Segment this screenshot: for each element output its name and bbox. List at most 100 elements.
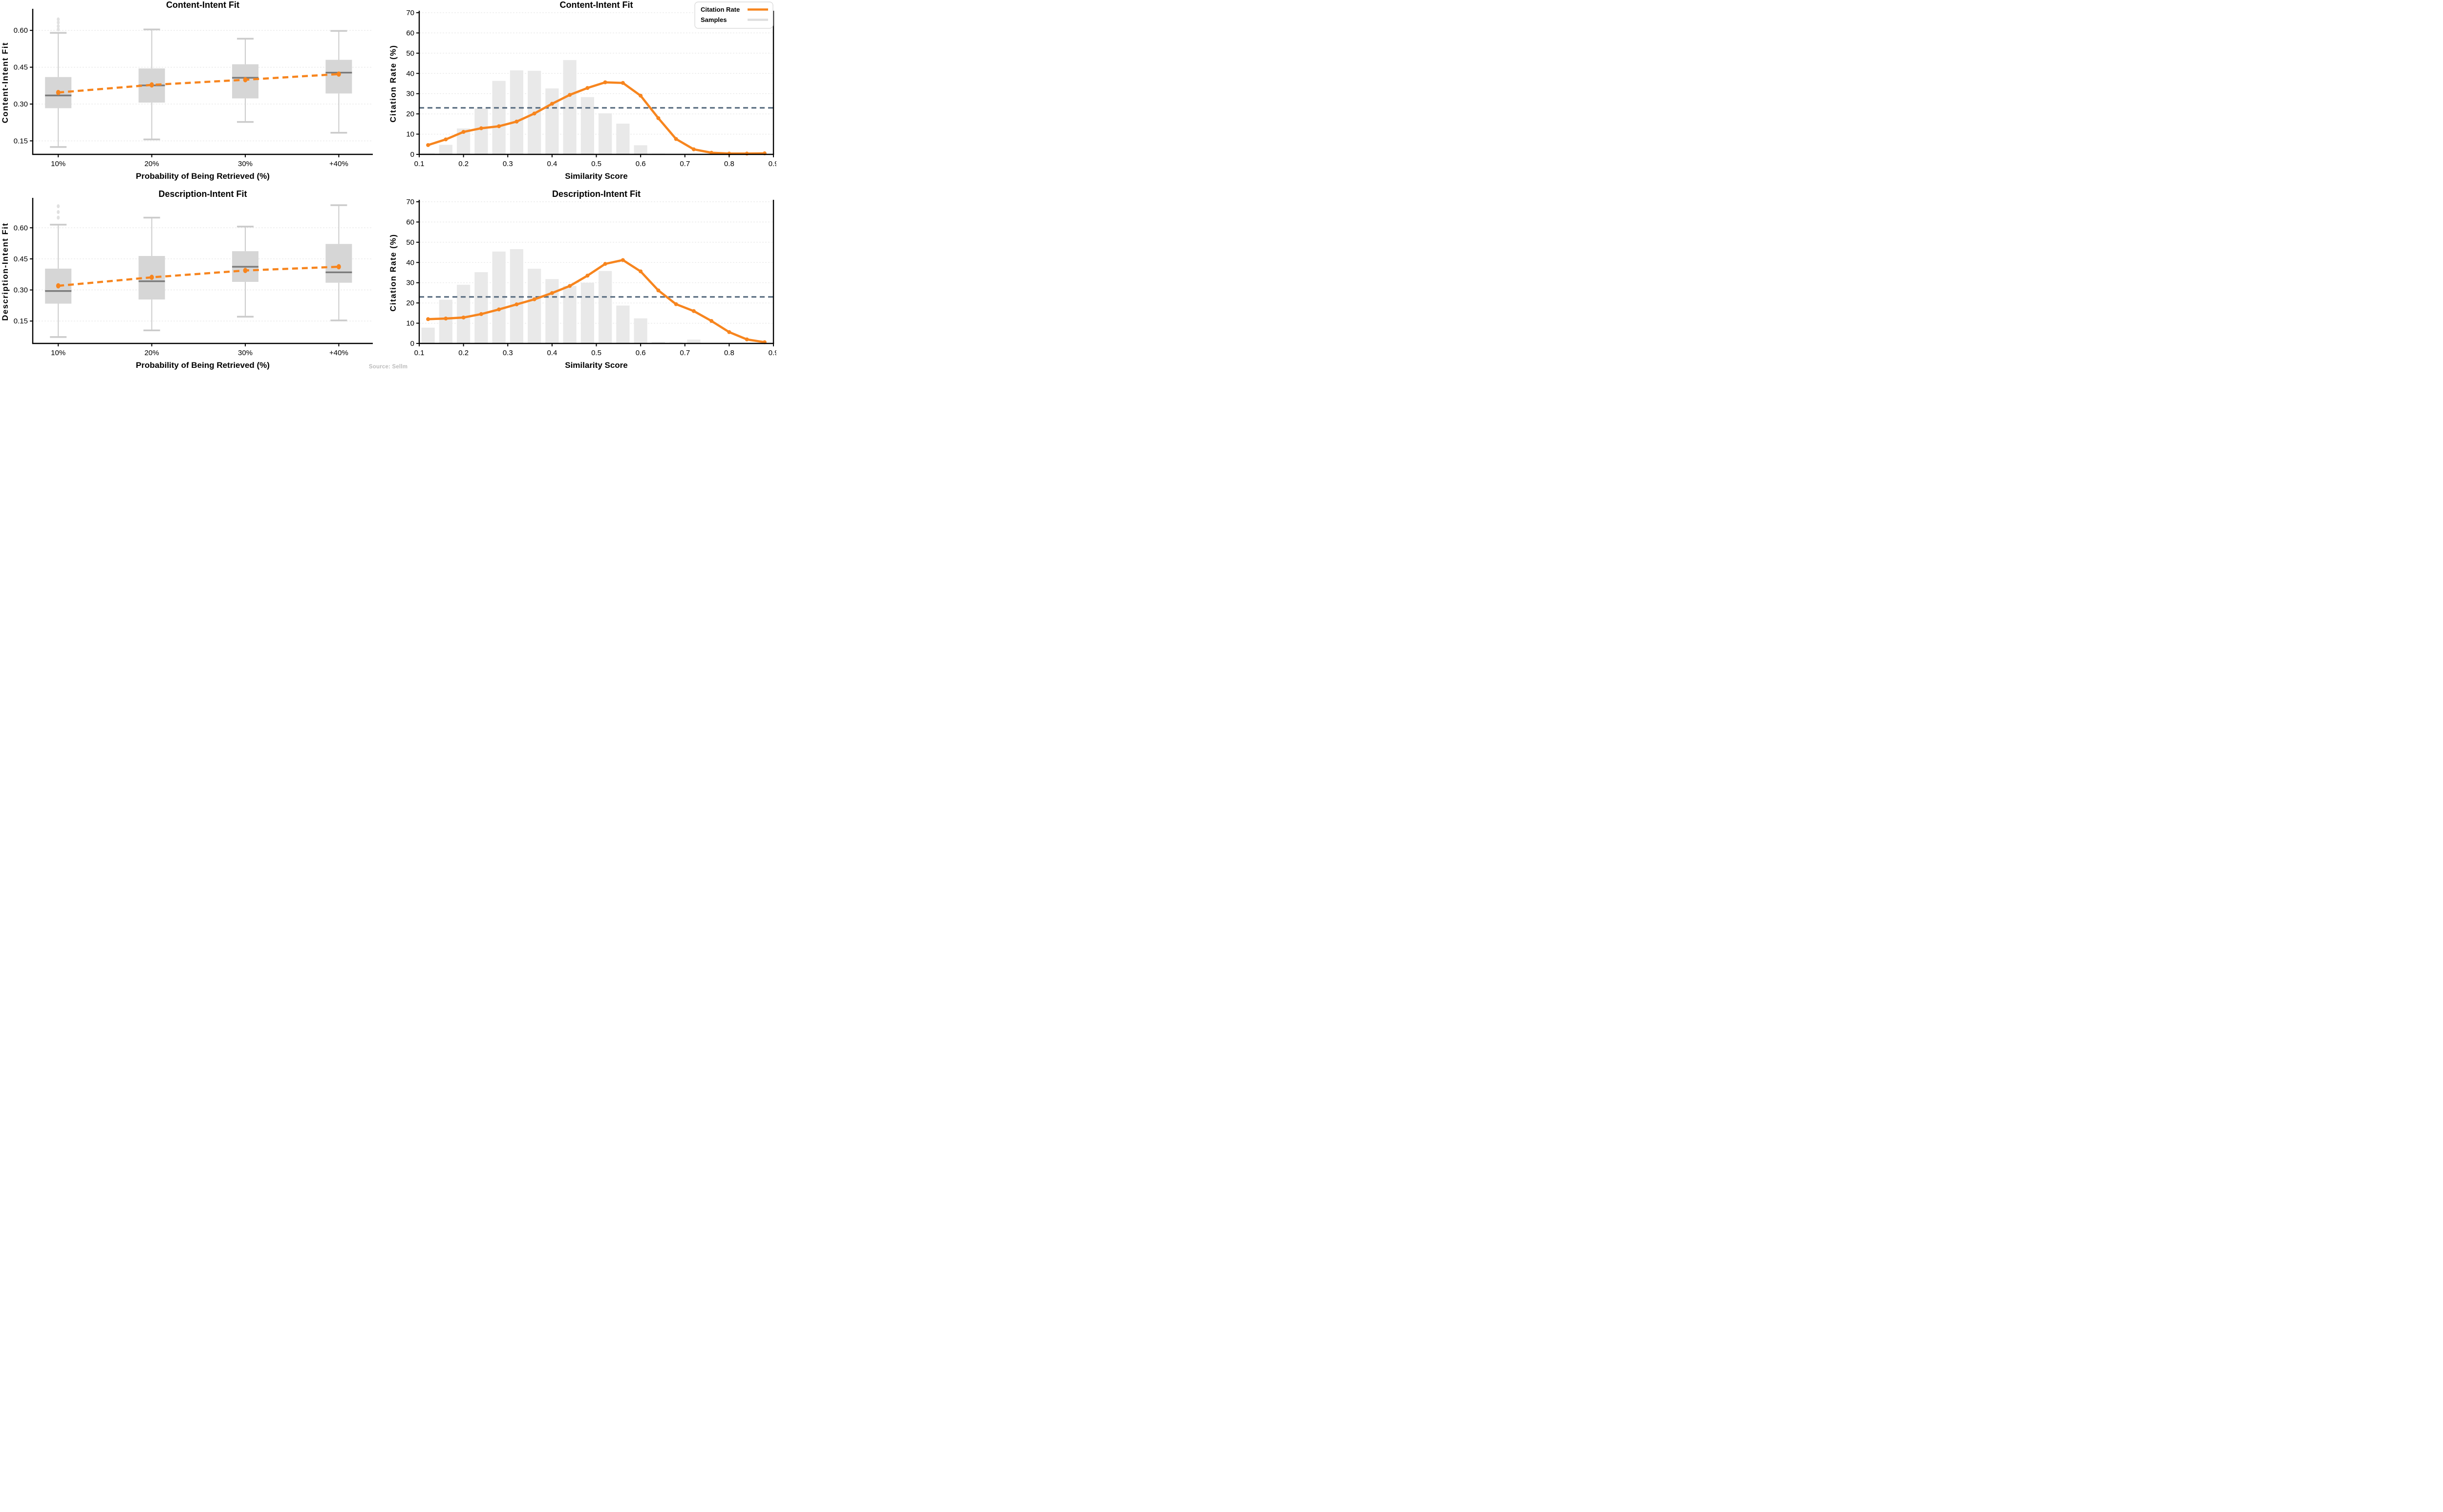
svg-text:0.4: 0.4 (547, 160, 557, 168)
y-axis-label: Citation Rate (%) (389, 44, 398, 122)
svg-text:10: 10 (406, 319, 414, 328)
svg-text:0.15: 0.15 (14, 317, 28, 325)
svg-text:+40%: +40% (329, 349, 348, 357)
chart-panel-description-intent-box: 0.15 0.30 0.45 0.60 10% 20% 30% +40% Description… (0, 189, 388, 378)
legend: Citation Rate Samples (694, 1, 773, 29)
svg-text:Samples: Samples (701, 16, 727, 23)
svg-text:20: 20 (406, 110, 414, 118)
svg-text:Content-Intent Fit: Content-Intent Fit (166, 0, 239, 10)
svg-text:30%: 30% (238, 160, 253, 168)
svg-text:Description-Intent Fit: Description-Intent Fit (552, 189, 641, 199)
mean-trend-line (56, 264, 341, 289)
svg-text:0.8: 0.8 (724, 160, 734, 168)
x-axis-label: Probability of Being Retrieved (%) (136, 171, 270, 181)
svg-text:40: 40 (406, 69, 414, 78)
x-axis-label: Similarity Score (565, 361, 628, 370)
svg-text:Content-Intent Fit: Content-Intent Fit (1, 42, 10, 123)
box-chart-description-intent: 0.15 0.30 0.45 0.60 10% 20% 30% +40% Description… (1, 189, 373, 370)
svg-text:Probability of Being Retrieved: Probability of Being Retrieved (%) (136, 171, 270, 181)
x-axis: 10% 20% 30% +40% (51, 343, 348, 357)
svg-text:Similarity Score: Similarity Score (565, 171, 628, 181)
axes-frame (418, 11, 774, 155)
histogram-bars (421, 60, 665, 154)
svg-text:+40%: +40% (329, 160, 348, 168)
chart-panel-description-intent-rate: 0 10 20 30 40 50 60 70 0.1 0.2 0.3 0.4 0.5 0.6 0.7 0.8 0… (388, 189, 776, 378)
svg-text:60: 60 (406, 218, 414, 226)
svg-text:10%: 10% (51, 160, 65, 168)
x-axis: 10% 20% 30% +40% (51, 154, 348, 168)
citation-rate-line (426, 258, 767, 344)
figure: 0.15 0.30 0.45 0.60 10% 20% 30% +40% Content-Int… (0, 0, 776, 378)
y-axis: 0 10 20 30 40 50 60 70 (406, 198, 419, 348)
svg-text:30%: 30% (238, 349, 253, 357)
source-note: Source: Sellm (368, 364, 408, 370)
svg-text:70: 70 (406, 198, 414, 206)
svg-text:70: 70 (406, 9, 414, 17)
svg-text:Citation Rate (%): Citation Rate (%) (389, 234, 398, 311)
svg-text:0.3: 0.3 (503, 349, 513, 357)
svg-text:Description-Intent Fit: Description-Intent Fit (159, 189, 247, 199)
y-axis: 0 10 20 30 40 50 60 70 (406, 9, 419, 159)
svg-text:30: 30 (406, 90, 414, 98)
svg-text:0.60: 0.60 (14, 224, 28, 232)
svg-text:0.30: 0.30 (14, 286, 28, 295)
axes-frame (32, 9, 373, 155)
svg-text:0.1: 0.1 (414, 160, 425, 168)
title: Content-Intent Fit (166, 0, 239, 10)
chart-panel-content-intent-rate: 0 10 20 30 40 50 60 70 0.1 0.2 0.3 0.4 0.5 0.6 0.7 0.8 0… (388, 0, 776, 189)
svg-text:0.15: 0.15 (14, 137, 28, 145)
svg-text:0.1: 0.1 (414, 349, 425, 357)
x-axis-label: Probability of Being Retrieved (%) (136, 361, 270, 370)
x-axis-label: Similarity Score (565, 171, 628, 181)
title: Description-Intent Fit (159, 189, 247, 199)
svg-text:0: 0 (410, 340, 414, 348)
svg-text:0.7: 0.7 (680, 160, 690, 168)
svg-text:0.45: 0.45 (14, 255, 28, 263)
svg-text:40: 40 (406, 258, 414, 267)
svg-text:0.45: 0.45 (14, 64, 28, 72)
boxes (45, 204, 352, 338)
svg-text:60: 60 (406, 29, 414, 37)
svg-text:50: 50 (406, 49, 414, 58)
svg-text:0.2: 0.2 (458, 160, 469, 168)
svg-text:Content-Intent Fit: Content-Intent Fit (560, 0, 633, 10)
title: Description-Intent Fit (552, 189, 641, 199)
svg-text:Similarity Score: Similarity Score (565, 361, 628, 370)
axes-frame (32, 198, 373, 344)
box-chart-content-intent: 0.15 0.30 0.45 0.60 10% 20% 30% +40% Content-Int… (1, 0, 373, 181)
x-axis: 0.1 0.2 0.3 0.4 0.5 0.6 0.7 0.8 0.9 (414, 343, 776, 357)
svg-text:0.4: 0.4 (547, 349, 557, 357)
y-axis-label: Citation Rate (%) (389, 234, 398, 311)
y-axis: 0.15 0.30 0.45 0.60 (14, 26, 33, 145)
svg-text:0.6: 0.6 (636, 160, 646, 168)
svg-text:0.7: 0.7 (680, 349, 690, 357)
svg-text:0.3: 0.3 (503, 160, 513, 168)
svg-text:10%: 10% (51, 349, 65, 357)
svg-text:0: 0 (410, 150, 414, 159)
svg-text:0.2: 0.2 (458, 349, 469, 357)
svg-text:Citation Rate: Citation Rate (701, 6, 740, 13)
grid (419, 12, 773, 135)
svg-text:20%: 20% (145, 349, 159, 357)
grid (419, 201, 773, 324)
svg-text:0.5: 0.5 (591, 349, 601, 357)
svg-text:20%: 20% (145, 160, 159, 168)
y-axis: 0.15 0.30 0.45 0.60 (14, 224, 33, 325)
svg-text:10: 10 (406, 130, 414, 139)
svg-text:0.30: 0.30 (14, 100, 28, 108)
x-axis: 0.1 0.2 0.3 0.4 0.5 0.6 0.7 0.8 0.9 (414, 154, 776, 168)
svg-text:Citation Rate (%): Citation Rate (%) (389, 44, 398, 122)
grid (33, 30, 373, 141)
svg-text:0.9: 0.9 (769, 349, 776, 357)
svg-text:0.6: 0.6 (636, 349, 646, 357)
y-axis-label: Description-Intent Fit (1, 222, 10, 320)
svg-text:30: 30 (406, 279, 414, 287)
svg-text:20: 20 (406, 299, 414, 307)
chart-grid: 0.15 0.30 0.45 0.60 10% 20% 30% +40% Content-Int… (0, 0, 776, 378)
svg-text:0.9: 0.9 (769, 160, 776, 168)
svg-text:Description-Intent Fit: Description-Intent Fit (1, 222, 10, 320)
svg-text:0.8: 0.8 (724, 349, 734, 357)
grid (33, 227, 373, 321)
